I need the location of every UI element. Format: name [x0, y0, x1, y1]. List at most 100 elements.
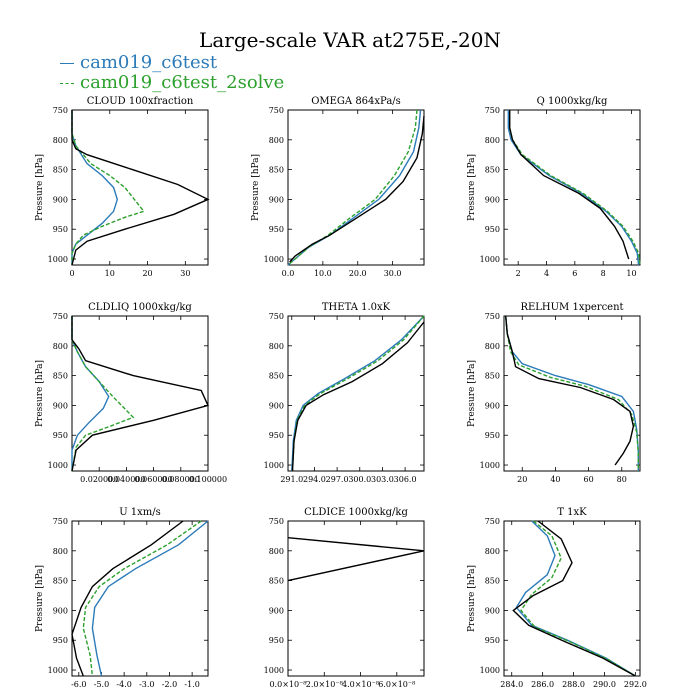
panel-4-xtick-label: 0.080000: [162, 475, 200, 484]
legend-entry-c6test: cam019_c6test: [60, 52, 217, 73]
panel-7-ylabel: Pressure [hPa]: [35, 565, 45, 632]
panel-4-ytick-label: 1000: [48, 461, 68, 470]
panel-2-series-black: [289, 115, 425, 263]
panel-5-series-black: [291, 321, 425, 472]
panel-1-ylabel: Pressure [hPa]: [35, 154, 45, 221]
panel-6-ytick-label: 1000: [480, 461, 500, 470]
panel-2-xtick-label: 30.0: [384, 269, 402, 278]
panel-9-ylabel: Pressure [hPa]: [467, 565, 477, 632]
panel-7-xtick-label: -4.0: [116, 680, 131, 689]
panel-8-ytick-label: 750: [269, 517, 284, 526]
panel-1-title: CLOUD 100xfraction: [87, 96, 194, 107]
panel-5-xtick-label: 294.0: [303, 475, 326, 484]
panel-8-xtick-label: 4.0×10⁻⁸: [342, 680, 379, 689]
panel-4-series-black: [71, 316, 209, 472]
panel-3-ytick-label: 850: [485, 166, 500, 175]
panel-9-title: T 1xK: [557, 507, 587, 518]
panel-2-ytick-label: 750: [269, 106, 284, 115]
panel-7-xtick-label: -6.0: [71, 680, 86, 689]
panel-5-ytick-label: 850: [269, 372, 284, 381]
panel-4-frame: [71, 315, 209, 472]
panel-3-series-black: [509, 110, 630, 260]
panel-7-series-cam019-c6test: [91, 520, 209, 677]
panel-9-xtick-label: 284.0: [500, 680, 523, 689]
panel-3-frame: [503, 109, 641, 266]
panel-2-frame: [287, 109, 425, 266]
panel-7-title: U 1xm/s: [119, 507, 161, 518]
panel-1-ytick-label: 850: [53, 166, 68, 175]
panel-5-xtick-label: 306.0: [394, 475, 417, 484]
panel-7-ytick-label: 900: [53, 606, 68, 615]
panel-2-series-cam019-c6test: [287, 109, 422, 266]
legend-label: cam019_c6test_2solve: [80, 72, 285, 93]
panel-5-xtick-label: 303.0: [371, 475, 394, 484]
panel-3-ytick-label: 750: [485, 106, 500, 115]
panel-7-ytick-label: 800: [53, 547, 68, 556]
panel-7-frame: [71, 520, 209, 677]
panel-5-series-cam019-c6test-2solve: [291, 315, 425, 472]
panel-4-series-cam019-c6test-2solve: [71, 316, 135, 472]
legend-entry-c6test-2solve: cam019_c6test_2solve: [60, 72, 284, 93]
panel-9-ytick-label: 800: [485, 547, 500, 556]
panel-3-xtick-label: 4: [544, 269, 549, 278]
panel-6-ylabel: Pressure [hPa]: [467, 360, 477, 427]
panel-4-ytick-label: 950: [53, 431, 68, 440]
panel-2-xtick-label: 10.0: [314, 269, 332, 278]
panel-1-ytick-label: 1000: [48, 255, 68, 264]
panel-5-ytick-label: 900: [269, 401, 284, 410]
panel-3-ylabel: Pressure [hPa]: [467, 154, 477, 221]
panel-8-ytick-label: 1000: [264, 666, 284, 675]
panel-7-xtick-label: -2.0: [162, 680, 177, 689]
panel-9-ytick-label: 900: [485, 606, 500, 615]
panel-2-ytick-label: 950: [269, 225, 284, 234]
panel-1-ytick-label: 900: [53, 195, 68, 204]
panel-8-ytick-label: 800: [269, 547, 284, 556]
panel-4-title: CLDLIQ 1000xkg/kg: [88, 302, 192, 313]
panel-1-ytick-label: 750: [53, 106, 68, 115]
panel-6-ytick-label: 950: [485, 431, 500, 440]
panel-9-ytick-label: 1000: [480, 666, 500, 675]
panel-4-ytick-label: 850: [53, 372, 68, 381]
panel-5-ytick-label: 800: [269, 342, 284, 351]
panel-7-xtick-label: -5.0: [94, 680, 109, 689]
panel-8-ytick-label: 950: [269, 636, 284, 645]
panel-9-xtick-label: 292.0: [624, 680, 647, 689]
panel-7-ytick-label: 850: [53, 577, 68, 586]
panel-9-series-black: [512, 520, 636, 677]
panel-9-ytick-label: 750: [485, 517, 500, 526]
panel-8-ytick-label: 850: [269, 577, 284, 586]
panel-7-series-black: [71, 520, 184, 677]
panel-6-xtick-label: 80: [617, 475, 627, 484]
panel-2-xtick-label: 20.0: [349, 269, 367, 278]
panel-8-frame: [287, 520, 425, 677]
panel-9-series-cam019-c6test-2solve: [520, 520, 636, 677]
panel-9-ytick-label: 850: [485, 577, 500, 586]
panel-3-ytick-label: 1000: [480, 255, 500, 264]
panel-4-xtick-label: 0.040000: [107, 475, 145, 484]
legend-line-green: [60, 82, 74, 84]
panel-9-xtick-label: 288.0: [562, 680, 585, 689]
panel-5-ytick-label: 1000: [264, 461, 284, 470]
panel-5-xtick-label: 297.0: [326, 475, 349, 484]
panel-4-xtick-label: 0.060000: [135, 475, 173, 484]
figure-title: Large-scale VAR at275E,-20N: [199, 28, 501, 52]
panel-6-frame: [503, 315, 641, 472]
panel-2-ylabel: Pressure [hPa]: [251, 154, 261, 221]
panel-5-xtick-label: 291.0: [280, 475, 303, 484]
panel-7-series-cam019-c6test-2solve: [82, 520, 202, 677]
panel-6-ytick-label: 750: [485, 312, 500, 321]
panel-7-ytick-label: 950: [53, 636, 68, 645]
panel-5-series-cam019-c6test: [291, 315, 425, 472]
panel-5-xtick-label: 300.0: [348, 475, 371, 484]
panel-8-xtick-label: 2.0×10⁻⁸: [306, 680, 343, 689]
panel-1-xtick-label: 30: [180, 269, 190, 278]
panel-1-frame: [71, 109, 209, 266]
panel-6-series-black: [505, 315, 635, 466]
panel-3-ytick-label: 950: [485, 225, 500, 234]
panel-8-series-black: [287, 537, 425, 582]
panel-2-ytick-label: 850: [269, 166, 284, 175]
panel-8-title: CLDICE 1000xkg/kg: [304, 507, 408, 518]
panel-6-series-cam019-c6test-2solve: [505, 315, 639, 471]
panel-6-xtick-label: 20: [517, 475, 527, 484]
panel-3-xtick-label: 8: [601, 269, 606, 278]
